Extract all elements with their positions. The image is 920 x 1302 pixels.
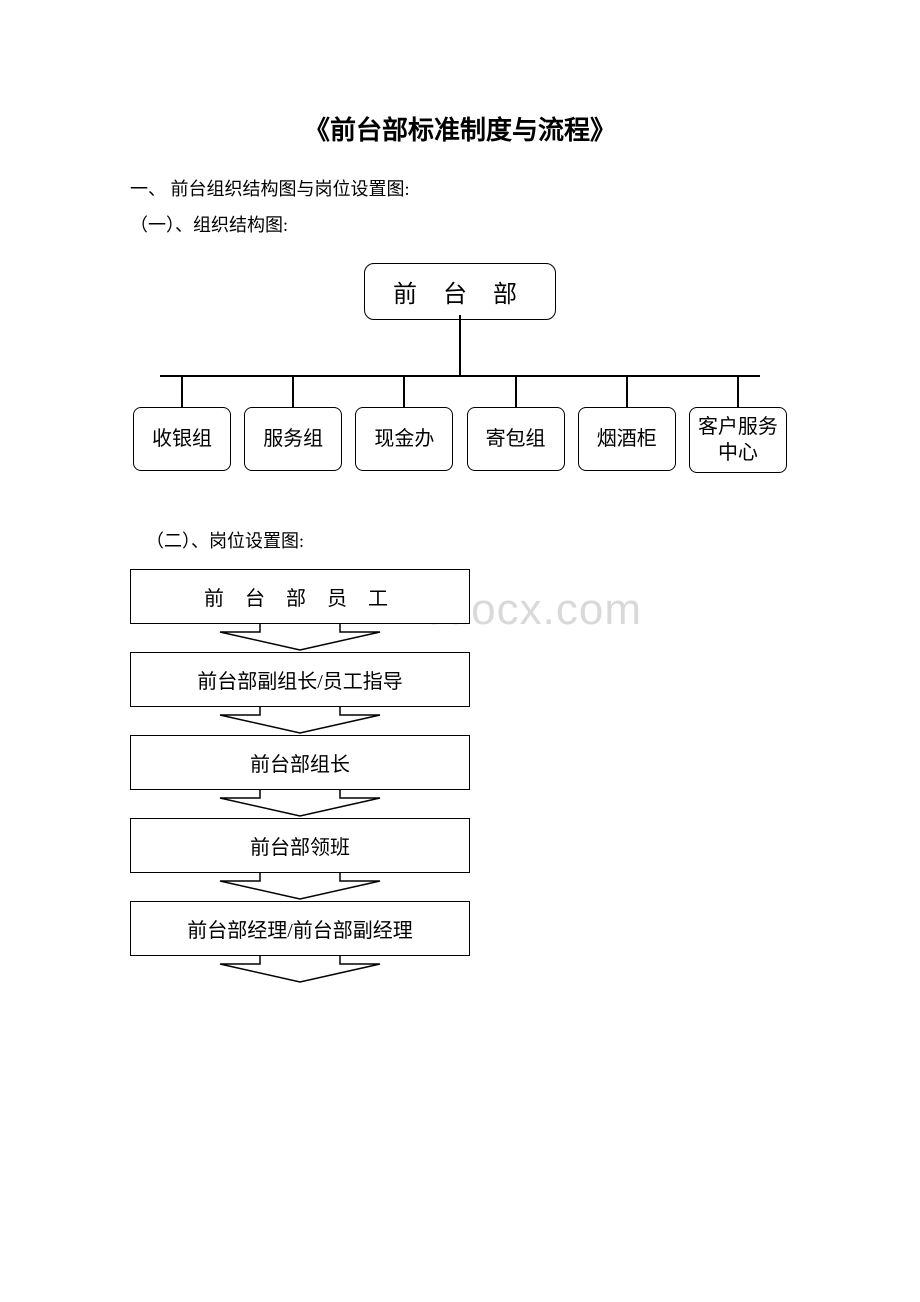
subsection-2-heading: （二）、岗位设置图:: [130, 523, 790, 559]
org-child-wrap: 烟酒柜: [577, 375, 677, 473]
org-child-wrap: 寄包组: [466, 375, 566, 473]
subsection-1-heading: （一）、组织结构图:: [130, 207, 790, 243]
org-child-node: 客户服务中心: [689, 407, 787, 473]
org-connector-drop: [403, 375, 405, 407]
org-child-node: 现金办: [355, 407, 453, 471]
down-arrow-icon: [130, 707, 470, 735]
page-title: 《前台部标准制度与流程》: [130, 110, 790, 147]
org-child-wrap: 客户服务中心: [688, 375, 788, 473]
org-connector-vertical: [459, 315, 461, 375]
position-step-box: 前 台 部 员 工: [130, 569, 470, 624]
org-child-wrap: 收银组: [132, 375, 232, 473]
org-root-node: 前 台 部: [364, 263, 556, 320]
position-step-box: 前台部组长: [130, 735, 470, 790]
org-child-wrap: 现金办: [354, 375, 454, 473]
down-arrow-icon: [130, 790, 470, 818]
position-step-box: 前台部领班: [130, 818, 470, 873]
down-arrow-icon: [130, 956, 470, 984]
page-content: 《前台部标准制度与流程》 一、 前台组织结构图与岗位设置图: （一）、组织结构图…: [0, 0, 920, 984]
org-connector-drop: [737, 375, 739, 407]
org-child-node: 寄包组: [467, 407, 565, 471]
org-child-node: 烟酒柜: [578, 407, 676, 471]
down-arrow-icon: [130, 624, 470, 652]
position-step-box: 前台部经理/前台部副经理: [130, 901, 470, 956]
section-1-heading: 一、 前台组织结构图与岗位设置图:: [130, 171, 790, 207]
org-child-node: 服务组: [244, 407, 342, 471]
position-section: （二）、岗位设置图: 前 台 部 员 工 前台部副组长/员工指导 前台部组长: [130, 523, 790, 984]
org-children-row: 收银组 服务组 现金办 寄包组 烟酒柜 客户服务中心: [130, 375, 790, 473]
org-connector-drop: [181, 375, 183, 407]
org-connector-drop: [292, 375, 294, 407]
position-step-box: 前台部副组长/员工指导: [130, 652, 470, 707]
org-connector-drop: [515, 375, 517, 407]
org-child-node: 收银组: [133, 407, 231, 471]
down-arrow-icon: [130, 873, 470, 901]
org-connector-drop: [626, 375, 628, 407]
org-chart: 前 台 部 收银组 服务组 现金办 寄包组 烟酒柜: [130, 263, 790, 503]
position-chart: 前 台 部 员 工 前台部副组长/员工指导 前台部组长 前台部领班: [130, 569, 470, 984]
org-child-wrap: 服务组: [243, 375, 343, 473]
